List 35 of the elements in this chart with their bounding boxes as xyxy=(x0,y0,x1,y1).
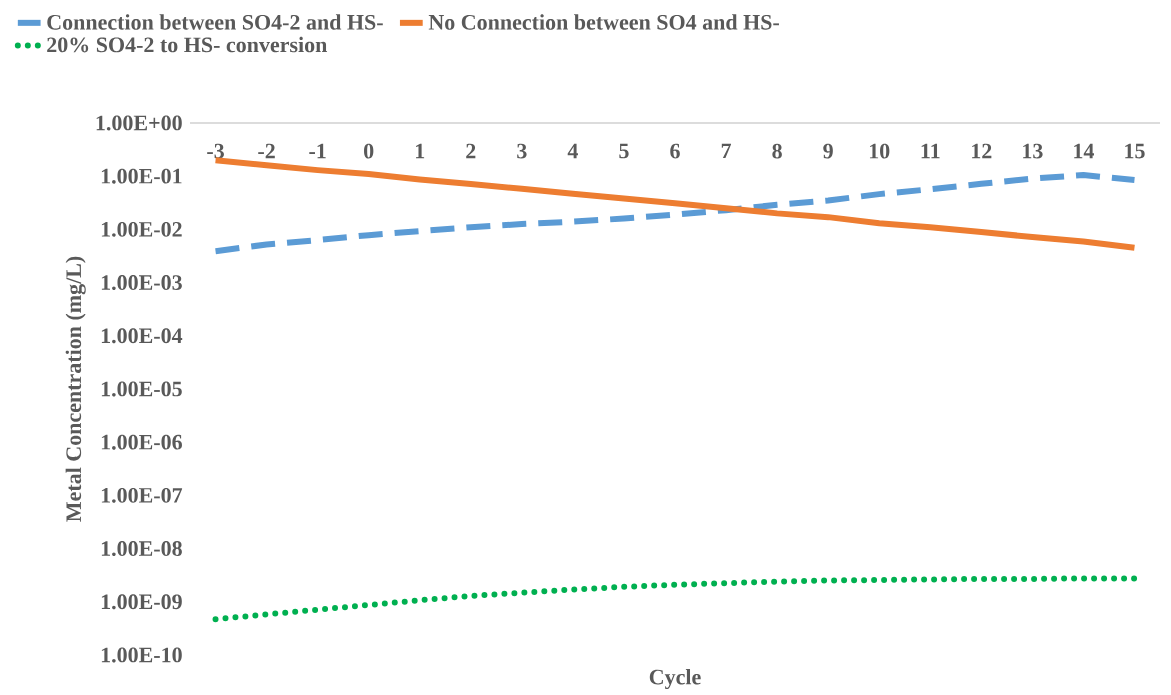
x-tick-label: 2 xyxy=(466,143,476,159)
y-tick-label: 1.00E-05 xyxy=(101,381,182,397)
y-tick-label: 1.00E-07 xyxy=(101,487,183,503)
legend-label: Connection between SO4-2 and HS- xyxy=(47,14,383,30)
y-tick-label: 1.00E-01 xyxy=(101,168,182,184)
x-tick-label: 1 xyxy=(416,143,425,159)
y-tick-label: 1.00E-06 xyxy=(101,434,182,450)
y-tick-label: 1.00E+00 xyxy=(96,115,182,131)
x-tick-label: 15 xyxy=(1125,143,1145,159)
y-tick-label: 1.00E-10 xyxy=(101,647,182,663)
legend-label: 20% SO4-2 to HS- conversion xyxy=(47,36,328,53)
legend-label: No Connection between SO4 and HS- xyxy=(428,14,779,30)
x-tick-label: 11 xyxy=(921,143,940,159)
x-tick-label: 8 xyxy=(772,143,782,159)
x-tick-label: -3 xyxy=(207,143,224,159)
x-tick-label: -2 xyxy=(258,143,275,159)
x-tick-label: -1 xyxy=(309,143,326,159)
x-tick-label: 6 xyxy=(670,143,680,159)
y-tick-label: 1.00E-04 xyxy=(101,328,183,344)
y-tick-label: 1.00E-09 xyxy=(101,594,182,610)
y-tick-label: 1.00E-08 xyxy=(101,541,182,557)
x-tick-label: 12 xyxy=(972,143,992,159)
x-tick-label: 7 xyxy=(721,143,732,159)
x-tick-label: 9 xyxy=(823,143,833,159)
x-tick-label: 13 xyxy=(1023,143,1043,159)
x-tick-label: 14 xyxy=(1074,143,1094,159)
y-tick-label: 1.00E-03 xyxy=(101,275,182,291)
x-tick-label: 3 xyxy=(517,143,527,159)
x-tick-label: 0 xyxy=(364,143,374,159)
x-tick-label: 5 xyxy=(619,143,629,159)
x-tick-label: 10 xyxy=(869,143,890,159)
x-tick-label: 4 xyxy=(567,143,578,159)
y-tick-label: 1.00E-02 xyxy=(101,221,182,237)
x-axis-title: Cycle xyxy=(649,669,701,690)
y-axis-title: Metal Concentration (mg/L) xyxy=(65,256,86,522)
